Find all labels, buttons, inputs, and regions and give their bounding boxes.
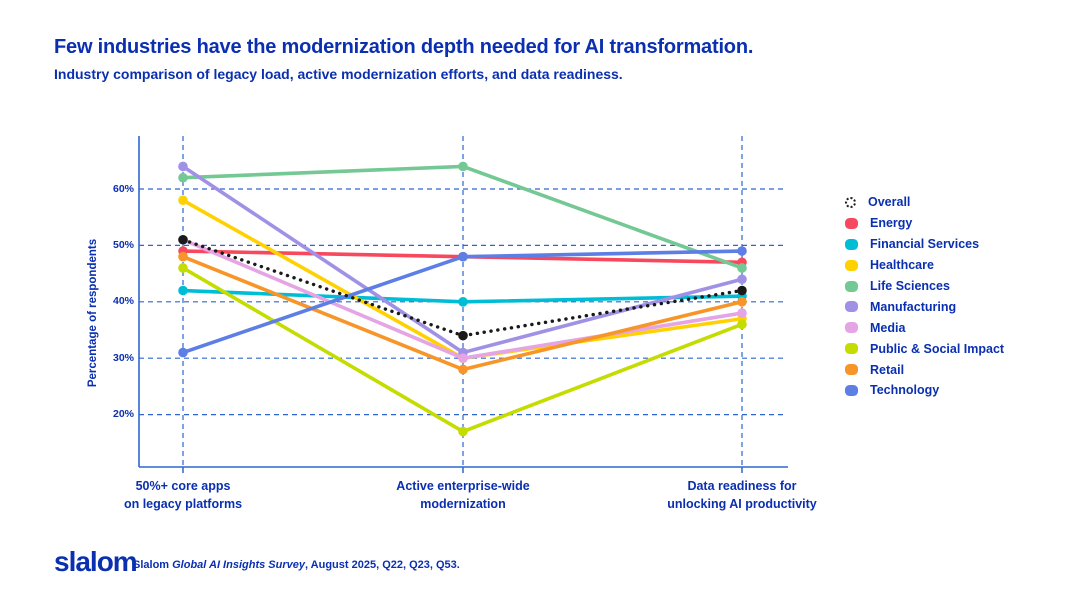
- series-marker-life-sciences: [178, 172, 188, 183]
- series-marker-overall: [737, 285, 747, 296]
- legend-item-financial-services: Financial Services: [845, 234, 1004, 255]
- slalom-logo: slalom: [54, 546, 138, 577]
- source-suffix: , August 2025, Q22, Q23, Q53.: [304, 559, 460, 571]
- series-marker-retail: [458, 364, 468, 375]
- y-tick-label: 30%: [112, 351, 134, 364]
- x-category-label: Data readiness for unlocking AI producti…: [667, 479, 817, 511]
- legend-label-overall: Overall: [868, 195, 911, 210]
- series-marker-media: [737, 308, 747, 318]
- series-marker-manufacturing: [178, 161, 188, 172]
- series-marker-life-sciences: [737, 263, 747, 273]
- legend-label-financial-services: Financial Services: [870, 237, 980, 252]
- legend-item-retail: Retail: [845, 359, 1004, 380]
- legend-item-public-social-impact: Public & Social Impact: [845, 338, 1004, 359]
- legend-label-energy: Energy: [870, 216, 913, 231]
- series-marker-financial-services: [178, 285, 188, 296]
- legend-swatch-financial-services: [845, 238, 858, 250]
- series-marker-retail: [178, 251, 188, 262]
- legend-swatch-energy: [845, 217, 858, 229]
- series-marker-public-social-impact: [458, 426, 468, 437]
- source-note: Slalom Global AI Insights Survey, August…: [133, 559, 460, 571]
- legend-swatch-public-social-impact: [845, 343, 858, 355]
- legend-swatch-overall: [845, 196, 856, 208]
- series-marker-technology: [737, 246, 747, 256]
- legend-swatch-life-sciences: [845, 280, 858, 292]
- x-category-label: 50%+ core apps on legacy platforms: [123, 479, 243, 511]
- legend-swatch-retail: [845, 364, 858, 376]
- legend-swatch-manufacturing: [845, 301, 858, 313]
- series-marker-overall: [178, 234, 188, 245]
- y-tick-label: 50%: [112, 238, 134, 251]
- series-marker-public-social-impact: [737, 319, 747, 330]
- legend-label-retail: Retail: [870, 362, 905, 377]
- x-category-label: Active enterprise-wide modernization: [396, 479, 530, 511]
- y-tick-label: 20%: [112, 408, 134, 421]
- series-marker-public-social-impact: [178, 263, 188, 273]
- series-marker-technology: [178, 347, 188, 358]
- series-marker-media: [458, 353, 468, 364]
- legend-swatch-healthcare: [845, 259, 858, 271]
- legend-swatch-media: [845, 322, 858, 334]
- series-marker-manufacturing: [737, 274, 747, 285]
- series-marker-financial-services: [458, 297, 468, 307]
- legend-item-healthcare: Healthcare: [845, 255, 1004, 276]
- legend-label-public-social-impact: Public & Social Impact: [870, 341, 1005, 356]
- y-tick-label: 60%: [112, 182, 134, 195]
- source-survey-name: Global AI Insights Survey: [172, 559, 305, 571]
- y-tick-label: 40%: [112, 295, 134, 308]
- series-marker-retail: [737, 297, 747, 307]
- legend-item-energy: Energy: [845, 213, 1004, 234]
- y-axis-title: Percentage of respondents: [87, 238, 99, 388]
- series-marker-healthcare: [178, 195, 188, 206]
- legend-item-overall: Overall: [845, 192, 1004, 213]
- series-marker-life-sciences: [458, 161, 468, 172]
- legend-label-technology: Technology: [870, 383, 940, 398]
- legend-label-life-sciences: Life Sciences: [870, 279, 950, 293]
- page-subtitle: Industry comparison of legacy load, acti…: [54, 66, 623, 82]
- legend-swatch-technology: [845, 384, 858, 396]
- legend-label-healthcare: Healthcare: [870, 258, 934, 273]
- legend-label-media: Media: [870, 320, 906, 335]
- legend-label-manufacturing: Manufacturing: [870, 299, 957, 314]
- legend-item-technology: Technology: [845, 380, 1004, 401]
- legend-item-media: Media: [845, 317, 1004, 338]
- legend-item-life-sciences: Life Sciences: [845, 276, 1004, 297]
- series-marker-overall: [458, 330, 468, 341]
- legend-item-manufacturing: Manufacturing: [845, 296, 1004, 317]
- series-marker-technology: [458, 251, 468, 262]
- legend: Overall Energy Financial Services Healthcar…: [845, 192, 1004, 401]
- page-title: Few industries have the modernization de…: [54, 36, 754, 58]
- source-prefix: Slalom: [133, 559, 173, 571]
